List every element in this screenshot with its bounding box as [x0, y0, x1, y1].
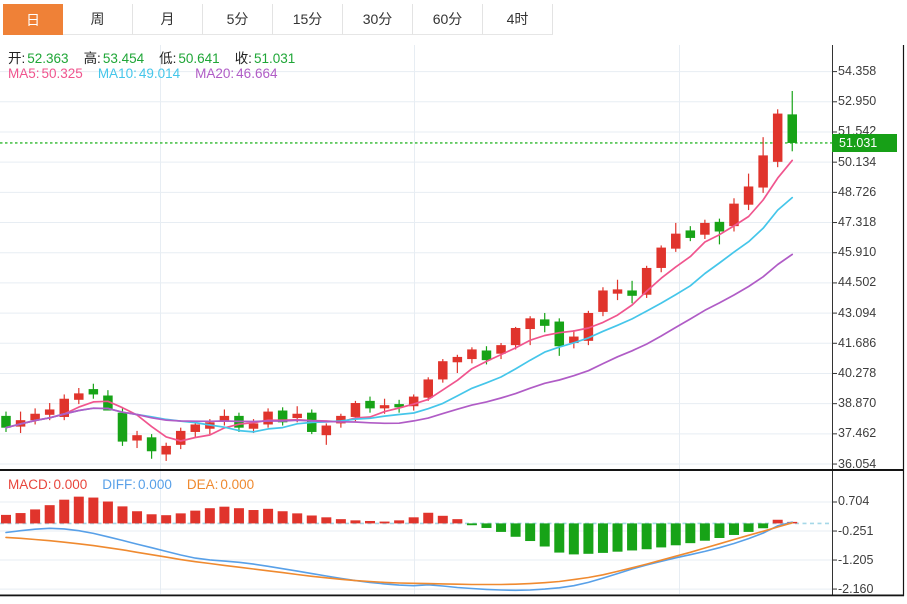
- ohlc-legend: 开: 52.363 高: 53.454 低: 50.641 收: 51.031: [8, 47, 310, 67]
- legend-item: 高: 53.454: [83, 51, 145, 66]
- axis-tick-label: 40.278: [838, 365, 877, 380]
- legend-item: 开: 52.363: [8, 51, 69, 66]
- macd-legend: MACD: 0.000 DIFF: 0.000 DEA: 0.000: [8, 477, 269, 492]
- tab-day[interactable]: 日: [3, 4, 63, 35]
- tab-15min[interactable]: 15分: [273, 4, 343, 35]
- axis-tick-label: 52.950: [838, 94, 877, 109]
- tab-5min[interactable]: 5分: [203, 4, 273, 35]
- last-price-badge: 51.031: [832, 133, 897, 152]
- axis-tick-label: 48.726: [838, 184, 877, 199]
- legend-item: DIFF: 0.000: [102, 477, 172, 492]
- tab-60min[interactable]: 60分: [413, 4, 483, 35]
- axis-tick-label: 54.358: [838, 64, 877, 79]
- axis-tick-label: 44.502: [838, 275, 877, 290]
- axis-tick-label: 41.686: [838, 335, 877, 350]
- legend-item: MACD: 0.000: [8, 477, 88, 492]
- axis-tick-label: -2.160: [838, 581, 874, 596]
- axis-tick-label: 43.094: [838, 305, 877, 320]
- tab-month[interactable]: 月: [133, 4, 203, 35]
- timeframe-tabs: 日周月 5分 15分 30分 60分 4时: [3, 4, 553, 35]
- axis-tick-label: 47.318: [838, 215, 877, 230]
- axis-tick-label: 50.134: [838, 154, 877, 169]
- legend-item: MA5: 50.325: [8, 66, 83, 81]
- axis-tick-label: 38.870: [838, 396, 877, 411]
- axis-tick-label: -0.251: [838, 523, 874, 538]
- legend-item: 收: 51.031: [234, 51, 296, 66]
- axis-tick-label: 36.054: [838, 456, 877, 471]
- axis-tick-label: -1.205: [838, 552, 874, 567]
- legend-item: MA20: 46.664: [195, 66, 278, 81]
- tab-week[interactable]: 周: [63, 4, 133, 35]
- legend-item: DEA: 0.000: [186, 477, 255, 492]
- axis-tick-label: 45.910: [838, 245, 877, 260]
- tab-4hour[interactable]: 4时: [483, 4, 553, 35]
- axis-tick-label: 0.704: [838, 494, 870, 509]
- tab-30min[interactable]: 30分: [343, 4, 413, 35]
- legend-item: MA10: 49.014: [97, 66, 181, 81]
- ma-legend: MA5: 50.325 MA10: 49.014 MA20: 46.664: [8, 66, 292, 81]
- axis-tick-label: 37.462: [838, 426, 877, 441]
- legend-item: 低: 50.641: [159, 51, 220, 66]
